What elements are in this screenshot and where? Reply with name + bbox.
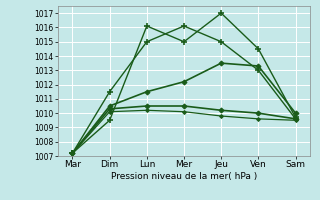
X-axis label: Pression niveau de la mer( hPa ): Pression niveau de la mer( hPa ) xyxy=(111,172,257,181)
